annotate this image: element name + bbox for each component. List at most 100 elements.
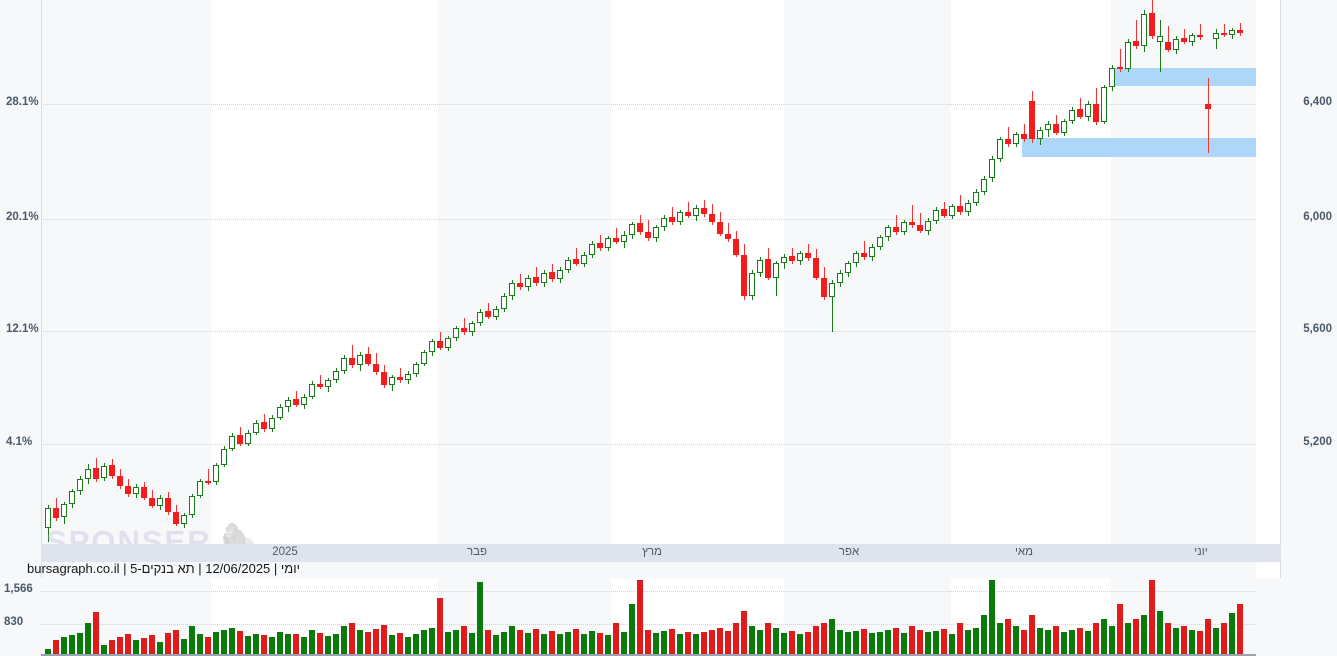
volume-bar[interactable] bbox=[725, 630, 731, 656]
candlestick[interactable] bbox=[301, 0, 307, 544]
candlestick[interactable] bbox=[1141, 0, 1147, 544]
volume-bar[interactable] bbox=[437, 598, 443, 656]
candlestick[interactable] bbox=[917, 0, 923, 544]
volume-bar[interactable] bbox=[637, 579, 643, 656]
candlestick[interactable] bbox=[1213, 0, 1219, 544]
volume-bar[interactable] bbox=[373, 629, 379, 656]
volume-bar[interactable] bbox=[525, 632, 531, 656]
candlestick[interactable] bbox=[253, 0, 259, 544]
volume-bar[interactable] bbox=[685, 631, 691, 656]
volume-bar[interactable] bbox=[61, 637, 67, 656]
candlestick[interactable] bbox=[685, 0, 691, 544]
volume-bar[interactable] bbox=[1077, 627, 1083, 656]
volume-bar[interactable] bbox=[981, 615, 987, 656]
candlestick[interactable] bbox=[565, 0, 571, 544]
candlestick[interactable] bbox=[581, 0, 587, 544]
candlestick[interactable] bbox=[1221, 0, 1227, 544]
volume-bar[interactable] bbox=[1005, 618, 1011, 656]
candlestick[interactable] bbox=[717, 0, 723, 544]
volume-bar[interactable] bbox=[1093, 622, 1099, 656]
candlestick[interactable] bbox=[853, 0, 859, 544]
candlestick[interactable] bbox=[813, 0, 819, 544]
candlestick[interactable] bbox=[325, 0, 331, 544]
candlestick[interactable] bbox=[525, 0, 531, 544]
volume-bar[interactable] bbox=[365, 632, 371, 656]
price-plot-area[interactable] bbox=[41, 0, 1256, 544]
volume-bar[interactable] bbox=[1173, 627, 1179, 656]
volume-bar[interactable] bbox=[797, 633, 803, 656]
candlestick[interactable] bbox=[285, 0, 291, 544]
volume-bar[interactable] bbox=[93, 612, 99, 656]
volume-bar[interactable] bbox=[221, 630, 227, 656]
candlestick[interactable] bbox=[645, 0, 651, 544]
volume-bar[interactable] bbox=[837, 630, 843, 656]
volume-bar[interactable] bbox=[997, 622, 1003, 656]
volume-bar[interactable] bbox=[1237, 604, 1243, 656]
volume-bar[interactable] bbox=[149, 635, 155, 656]
volume-bar[interactable] bbox=[157, 641, 163, 656]
candlestick[interactable] bbox=[429, 0, 435, 544]
volume-bar[interactable] bbox=[901, 632, 907, 656]
candlestick[interactable] bbox=[541, 0, 547, 544]
volume-bar[interactable] bbox=[285, 633, 291, 656]
candlestick[interactable] bbox=[405, 0, 411, 544]
candlestick[interactable] bbox=[805, 0, 811, 544]
volume-bar[interactable] bbox=[1109, 625, 1115, 656]
candlestick[interactable] bbox=[157, 0, 163, 544]
candlestick[interactable] bbox=[1037, 0, 1043, 544]
candlestick[interactable] bbox=[173, 0, 179, 544]
volume-bar[interactable] bbox=[325, 635, 331, 656]
volume-bar[interactable] bbox=[893, 627, 899, 656]
volume-bar[interactable] bbox=[653, 632, 659, 656]
candlestick[interactable] bbox=[621, 0, 627, 544]
lower-support-zone[interactable] bbox=[1022, 138, 1256, 157]
candlestick[interactable] bbox=[1093, 0, 1099, 544]
candlestick[interactable] bbox=[381, 0, 387, 544]
volume-bar[interactable] bbox=[629, 604, 635, 656]
candlestick[interactable] bbox=[493, 0, 499, 544]
candlestick[interactable] bbox=[277, 0, 283, 544]
candlestick[interactable] bbox=[693, 0, 699, 544]
volume-bar[interactable] bbox=[533, 628, 539, 656]
candlestick[interactable] bbox=[909, 0, 915, 544]
volume-bar[interactable] bbox=[1021, 630, 1027, 656]
volume-bar[interactable] bbox=[861, 629, 867, 656]
volume-bar[interactable] bbox=[949, 633, 955, 656]
volume-bar[interactable] bbox=[293, 634, 299, 656]
candlestick[interactable] bbox=[365, 0, 371, 544]
candlestick[interactable] bbox=[925, 0, 931, 544]
volume-bar[interactable] bbox=[509, 625, 515, 656]
candlestick[interactable] bbox=[773, 0, 779, 544]
volume-bar[interactable] bbox=[1197, 630, 1203, 656]
candlestick[interactable] bbox=[501, 0, 507, 544]
candlestick[interactable] bbox=[341, 0, 347, 544]
volume-bar[interactable] bbox=[885, 630, 891, 656]
candlestick[interactable] bbox=[189, 0, 195, 544]
candlestick[interactable] bbox=[205, 0, 211, 544]
volume-bar[interactable] bbox=[1029, 615, 1035, 656]
volume-bar[interactable] bbox=[781, 632, 787, 656]
volume-bar[interactable] bbox=[989, 579, 995, 656]
volume-bar[interactable] bbox=[317, 632, 323, 656]
candlestick[interactable] bbox=[933, 0, 939, 544]
candlestick[interactable] bbox=[197, 0, 203, 544]
candlestick[interactable] bbox=[389, 0, 395, 544]
volume-bar[interactable] bbox=[1037, 627, 1043, 656]
candlestick[interactable] bbox=[445, 0, 451, 544]
volume-bar[interactable] bbox=[709, 630, 715, 656]
candlestick[interactable] bbox=[613, 0, 619, 544]
volume-bar[interactable] bbox=[821, 622, 827, 656]
volume-bar[interactable] bbox=[909, 625, 915, 656]
volume-bar[interactable] bbox=[341, 625, 347, 656]
volume-bar[interactable] bbox=[1133, 618, 1139, 656]
candlestick[interactable] bbox=[1189, 0, 1195, 544]
volume-bar[interactable] bbox=[133, 640, 139, 656]
volume-bar[interactable] bbox=[445, 632, 451, 656]
candlestick[interactable] bbox=[661, 0, 667, 544]
volume-bar[interactable] bbox=[1229, 613, 1235, 656]
candlestick[interactable] bbox=[1229, 0, 1235, 544]
candlestick[interactable] bbox=[237, 0, 243, 544]
candlestick[interactable] bbox=[725, 0, 731, 544]
volume-bar[interactable] bbox=[357, 630, 363, 656]
candlestick[interactable] bbox=[469, 0, 475, 544]
